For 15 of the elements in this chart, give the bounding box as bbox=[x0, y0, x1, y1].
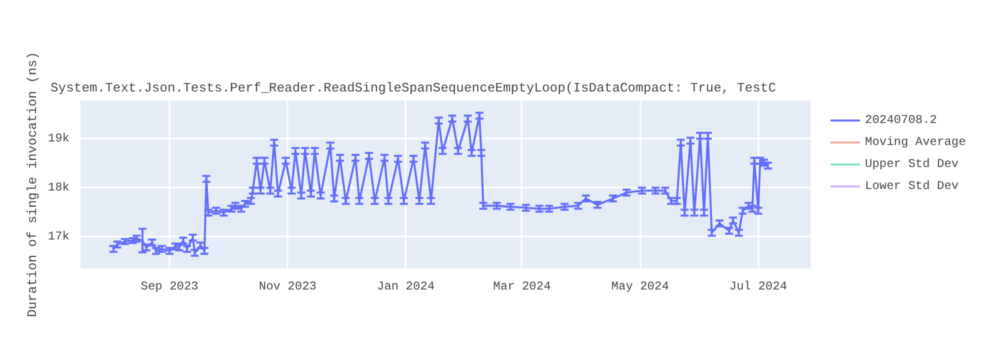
y-axis-title: Duration of single invocation (ns) bbox=[24, 52, 40, 318]
y-tick-label: 17k bbox=[48, 230, 70, 244]
y-tick-label: 18k bbox=[48, 180, 70, 195]
y-tick-label: 19k bbox=[48, 132, 70, 146]
x-tick-label: Jan 2024 bbox=[377, 280, 435, 294]
x-tick-label: Sep 2023 bbox=[140, 280, 198, 294]
x-tick-label: Nov 2023 bbox=[258, 280, 316, 294]
legend-label: Moving Average bbox=[865, 135, 966, 149]
legend-label: Lower Std Dev bbox=[865, 179, 960, 193]
legend-label: Upper Std Dev bbox=[865, 157, 960, 171]
chart-title: System.Text.Json.Tests.Perf_Reader.ReadSingleSpanSequenceEmptyLoop(IsDataCompact: True, TestC bbox=[50, 80, 776, 96]
x-tick-label: Mar 2024 bbox=[493, 280, 551, 294]
legend-label: 20240708.2 bbox=[865, 113, 938, 127]
x-tick-label: May 2024 bbox=[611, 280, 669, 294]
x-tick-label: Jul 2024 bbox=[729, 280, 788, 294]
